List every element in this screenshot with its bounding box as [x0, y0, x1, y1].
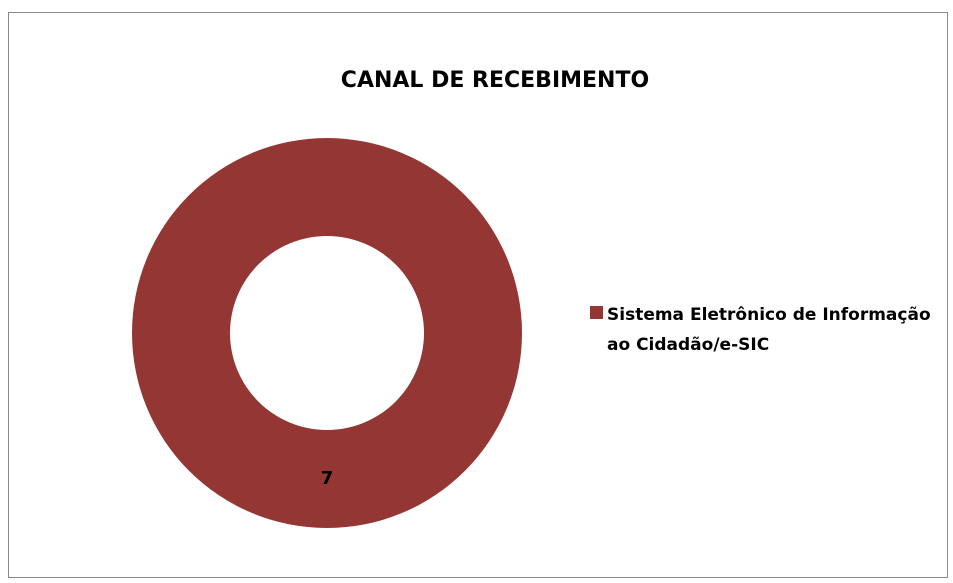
legend: Sistema Eletrônico de Informação ao Cida… [590, 300, 950, 360]
donut-slice [132, 138, 522, 528]
legend-item: Sistema Eletrônico de Informação ao Cida… [590, 300, 950, 360]
legend-swatch [590, 306, 603, 319]
data-label: 7 [321, 468, 334, 489]
chart-title: CANAL DE RECEBIMENTO [341, 68, 649, 93]
legend-label: Sistema Eletrônico de Informação ao Cida… [607, 305, 931, 355]
